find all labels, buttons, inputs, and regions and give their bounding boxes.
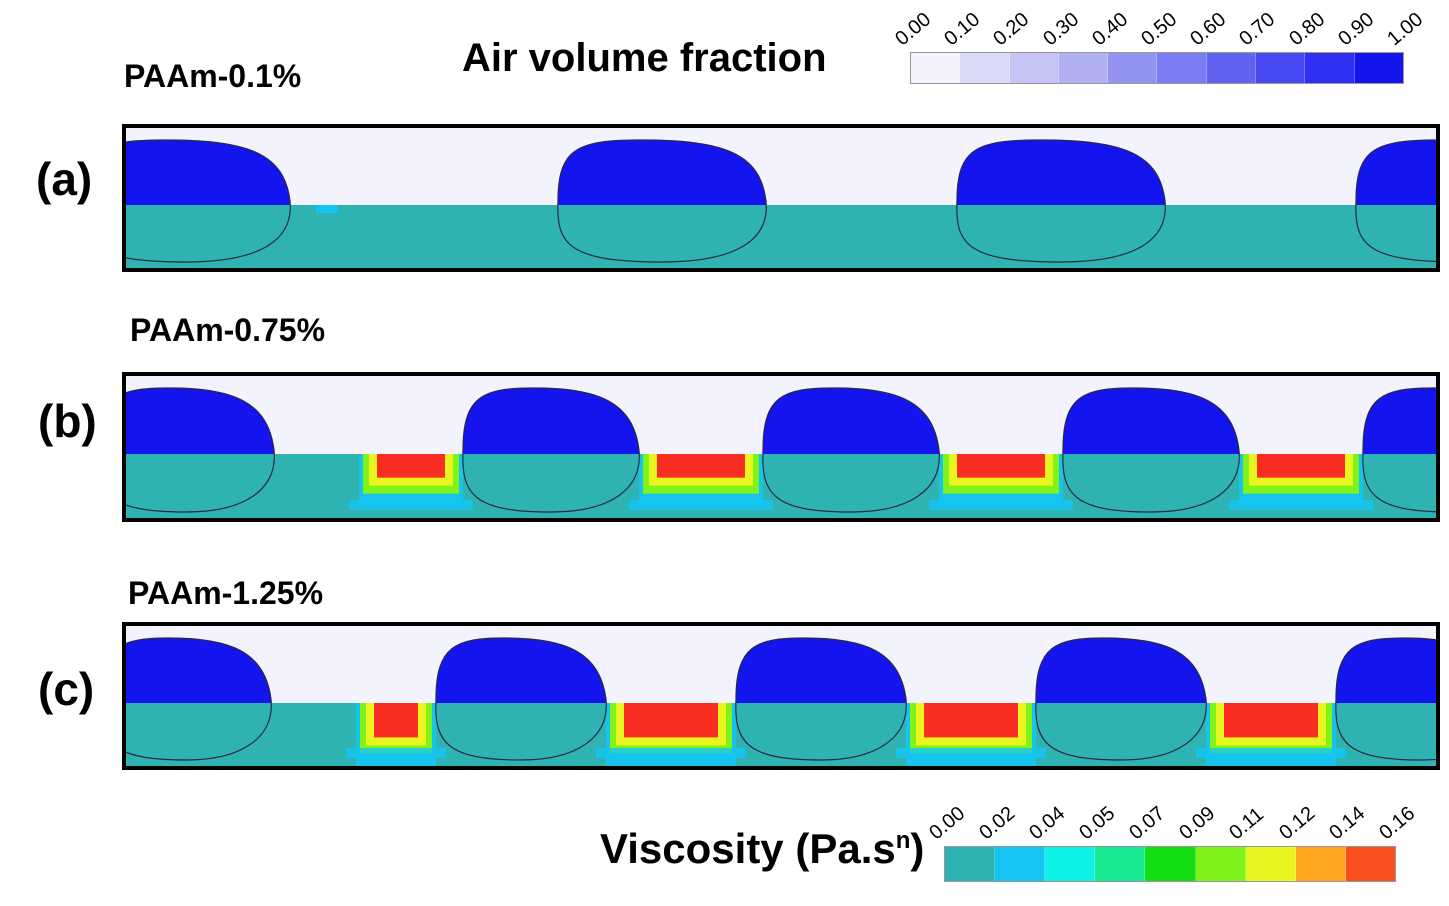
air-color-cell <box>1206 53 1257 83</box>
air-tick-label: 0.00 <box>891 8 936 51</box>
series-label-c: PAAm-1.25% <box>128 575 324 611</box>
visc-tick-label: 0.05 <box>1075 802 1120 845</box>
bubble-interface <box>956 139 1166 263</box>
visc-tick-label: 0.16 <box>1375 802 1420 845</box>
bubble-interface <box>762 387 940 513</box>
visc-color-cell <box>1095 847 1146 881</box>
visc-color-cell <box>1245 847 1296 881</box>
bubble-interface <box>1355 139 1436 263</box>
visc-color-cell <box>1195 847 1246 881</box>
air-fraction-background <box>126 128 1436 205</box>
panel-letter-c: (c) <box>38 663 95 715</box>
bubble-interface <box>126 637 272 761</box>
viscosity-title-close: ) <box>910 825 925 872</box>
visc-tick-label: 0.11 <box>1225 803 1269 845</box>
viscosity-title-exponent: n <box>895 827 911 854</box>
series-label-a: PAAm-0.1% <box>124 58 302 94</box>
visc-tick-label: 0.09 <box>1175 802 1220 845</box>
bottom-shear-band <box>629 500 773 510</box>
air-tick-label: 1.00 <box>1383 8 1428 51</box>
air-volume-fraction-title: Air volume fraction <box>462 36 827 80</box>
wake-high-viscosity <box>1257 454 1345 478</box>
bottom-shear-band <box>349 500 473 510</box>
viscosity-colorbar <box>944 846 1396 882</box>
bubble-interface <box>1035 637 1207 761</box>
panel-letter-b: (b) <box>38 395 97 447</box>
visc-color-cell <box>1295 847 1346 881</box>
bottom-shear-band <box>896 748 1046 758</box>
visc-tick-label: 0.14 <box>1325 802 1370 845</box>
air-tick-label: 0.30 <box>1038 8 1083 51</box>
air-color-cell <box>1256 53 1306 83</box>
visc-tick-label: 0.00 <box>925 802 970 845</box>
visc-color-cell <box>995 847 1046 881</box>
visc-color-cell <box>1145 847 1196 881</box>
air-tick-label: 0.20 <box>989 8 1034 51</box>
air-tick-label: 0.50 <box>1137 8 1182 51</box>
air-tick-label: 0.70 <box>1235 8 1280 51</box>
bottom-shear-band <box>346 748 446 758</box>
panel-a-simulation <box>122 124 1440 272</box>
panel-b-simulation <box>122 372 1440 522</box>
bubble-interface <box>126 139 291 263</box>
bubble-interface <box>1335 637 1436 761</box>
bottom-shear-band <box>1229 500 1373 510</box>
visc-color-cell <box>1345 847 1395 881</box>
air-color-cell <box>911 53 961 83</box>
bubble-interface <box>735 637 907 761</box>
bottom-shear-band <box>596 748 746 758</box>
series-label-b: PAAm-0.75% <box>130 312 326 348</box>
air-color-cell <box>960 53 1010 83</box>
panel-c-simulation <box>122 622 1440 770</box>
air-volume-fraction-colorbar <box>910 52 1404 84</box>
wake-streak <box>316 205 338 213</box>
panel-letter-a: (a) <box>36 153 93 205</box>
air-color-cell <box>1108 53 1158 83</box>
air-color-cell <box>1157 53 1207 83</box>
bubble-interface <box>462 387 640 513</box>
bubble-interface <box>126 387 275 513</box>
air-tick-label: 0.40 <box>1088 8 1132 51</box>
air-color-cell <box>1009 53 1059 83</box>
visc-tick-label: 0.07 <box>1125 802 1170 845</box>
wake-high-viscosity <box>657 454 745 478</box>
air-color-cell <box>1058 53 1109 83</box>
air-tick-label: 0.60 <box>1186 8 1231 51</box>
visc-tick-label: 0.02 <box>975 802 1020 845</box>
bubble-interface <box>435 637 607 761</box>
visc-tick-label: 0.04 <box>1025 802 1070 845</box>
wake-high-viscosity <box>924 703 1018 738</box>
air-color-cell <box>1354 53 1403 83</box>
viscosity-title-text: Viscosity (Pa.s <box>600 825 896 872</box>
bottom-shear-band <box>929 500 1073 510</box>
air-tick-label: 0.10 <box>940 8 985 51</box>
viscosity-title: Viscosity (Pa.sn) <box>600 825 924 873</box>
bubble-interface <box>1062 387 1240 513</box>
bubble-interface <box>557 139 767 263</box>
wake-high-viscosity <box>1224 703 1318 738</box>
viscosity-liquid-region <box>126 205 1436 268</box>
wake-high-viscosity <box>624 703 718 738</box>
visc-color-cell <box>1045 847 1096 881</box>
air-color-cell <box>1305 53 1355 83</box>
wake-high-viscosity <box>374 703 418 738</box>
air-tick-label: 0.90 <box>1334 8 1378 51</box>
wake-high-viscosity <box>957 454 1045 478</box>
air-tick-label: 0.80 <box>1284 8 1329 51</box>
bottom-shear-band <box>1196 748 1346 758</box>
visc-tick-label: 0.12 <box>1275 802 1320 845</box>
visc-color-cell <box>945 847 996 881</box>
wake-high-viscosity <box>377 454 445 478</box>
bubble-interface <box>1362 387 1436 513</box>
